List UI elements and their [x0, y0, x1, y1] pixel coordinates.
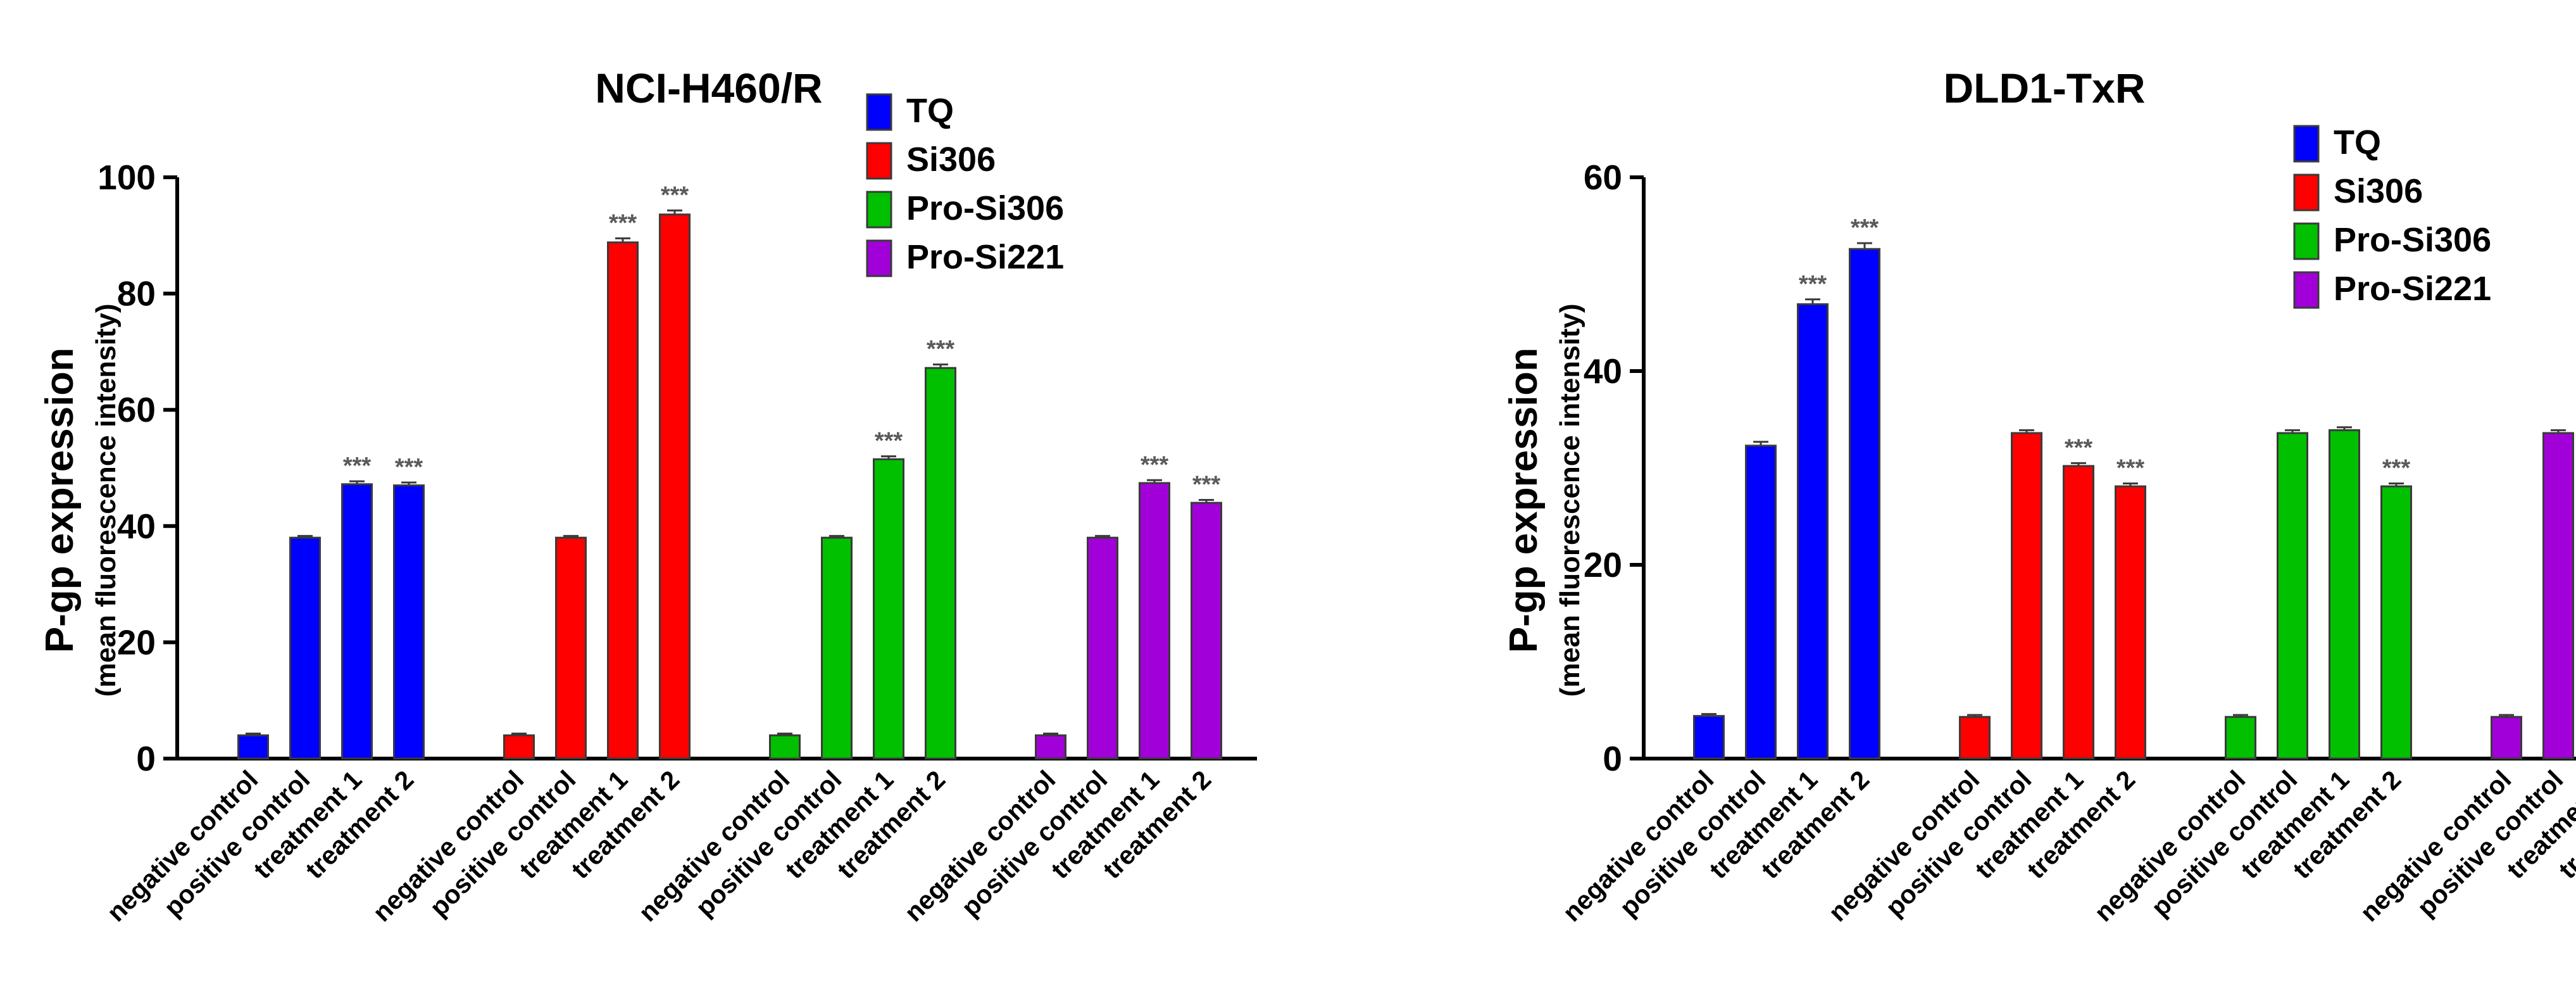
chart-1-ylabel: P-gp expression	[38, 348, 82, 653]
chart-panel-2: DLD1-TxR P-gp expression (mean fluoresce…	[1502, 65, 2576, 927]
bar	[926, 368, 956, 759]
chart-2-legend: TQ Si306 Pro-Si306 Pro-Si221	[2294, 123, 2491, 308]
legend-swatch	[2294, 126, 2318, 161]
y-tick-label: 100	[97, 158, 156, 197]
legend-swatch	[2294, 272, 2318, 308]
bar	[342, 484, 372, 759]
bar	[2226, 717, 2256, 759]
bar	[1140, 483, 1170, 759]
legend-swatch	[867, 192, 891, 227]
legend-swatch	[867, 94, 891, 130]
significance-label: ***	[2065, 434, 2093, 461]
chart-1-legend: TQ Si306 Pro-Si306 Pro-Si221	[867, 92, 1064, 276]
legend-swatch	[2294, 224, 2318, 259]
bar	[822, 538, 852, 759]
chart-panel-1: NCI-H460/R P-gp expression (mean fluores…	[38, 65, 1257, 927]
bar	[1088, 538, 1118, 759]
bar	[1798, 304, 1828, 759]
legend-label: Pro-Si221	[2334, 270, 2491, 308]
significance-label: ***	[395, 454, 423, 481]
y-tick-label: 40	[1584, 351, 1622, 391]
bar	[2544, 433, 2573, 759]
chart-2-ylabel: P-gp expression	[1502, 348, 1546, 653]
significance-label: ***	[2382, 455, 2411, 481]
bar	[239, 735, 268, 759]
bar	[1960, 717, 1990, 759]
bar	[660, 215, 690, 759]
bar	[2064, 466, 2094, 759]
bar	[2330, 430, 2360, 759]
significance-label: ***	[343, 453, 372, 479]
y-tick-label: 20	[117, 622, 156, 662]
bar	[2492, 717, 2522, 759]
chart-1-title: NCI-H460/R	[595, 65, 822, 111]
legend-label: Pro-Si221	[906, 238, 1064, 276]
legend-label: Si306	[2334, 172, 2423, 210]
significance-label: ***	[661, 182, 689, 208]
legend-label: TQ	[906, 92, 954, 130]
significance-label: ***	[1192, 471, 1221, 498]
bar	[1694, 716, 1724, 759]
y-tick-label: 80	[117, 274, 156, 313]
bar	[874, 459, 904, 759]
y-tick-label: 60	[117, 390, 156, 429]
y-tick-label: 20	[1584, 545, 1622, 584]
significance-label: ***	[1799, 271, 1827, 298]
chart-2-ylabel-sub: (mean fluorescence intensity)	[1554, 303, 1585, 697]
bar	[1746, 446, 1776, 759]
bar	[770, 735, 800, 759]
legend-label: Si306	[906, 141, 996, 179]
legend-swatch	[867, 241, 891, 276]
significance-label: ***	[1851, 215, 1879, 241]
y-tick-label: 40	[117, 507, 156, 546]
bar	[504, 735, 534, 759]
bar	[608, 243, 638, 759]
bar	[1850, 249, 1880, 759]
bar	[2278, 433, 2308, 759]
legend-label: Pro-Si306	[2334, 221, 2491, 259]
legend-label: Pro-Si306	[906, 189, 1064, 227]
legend-label: TQ	[2334, 123, 2381, 161]
significance-label: ***	[2116, 455, 2145, 481]
y-tick-label: 60	[1584, 158, 1622, 197]
y-tick-label: 0	[136, 739, 156, 778]
bar	[394, 486, 424, 759]
bar	[1192, 503, 1222, 759]
bar	[556, 538, 586, 759]
legend-swatch	[2294, 175, 2318, 210]
bar	[2116, 486, 2146, 759]
significance-label: ***	[927, 336, 955, 363]
significance-label: ***	[609, 210, 637, 236]
legend-swatch	[867, 143, 891, 179]
chart-2-title: DLD1-TxR	[1943, 65, 2145, 111]
y-tick-label: 0	[1603, 739, 1622, 778]
bar	[2382, 486, 2411, 759]
bar	[1036, 735, 1066, 759]
bar	[291, 538, 320, 759]
bar	[2012, 433, 2042, 759]
significance-label: ***	[1141, 451, 1169, 478]
significance-label: ***	[875, 428, 903, 455]
chart-1-bars: *** *** *** *** *** *** *** ***	[239, 182, 1222, 759]
